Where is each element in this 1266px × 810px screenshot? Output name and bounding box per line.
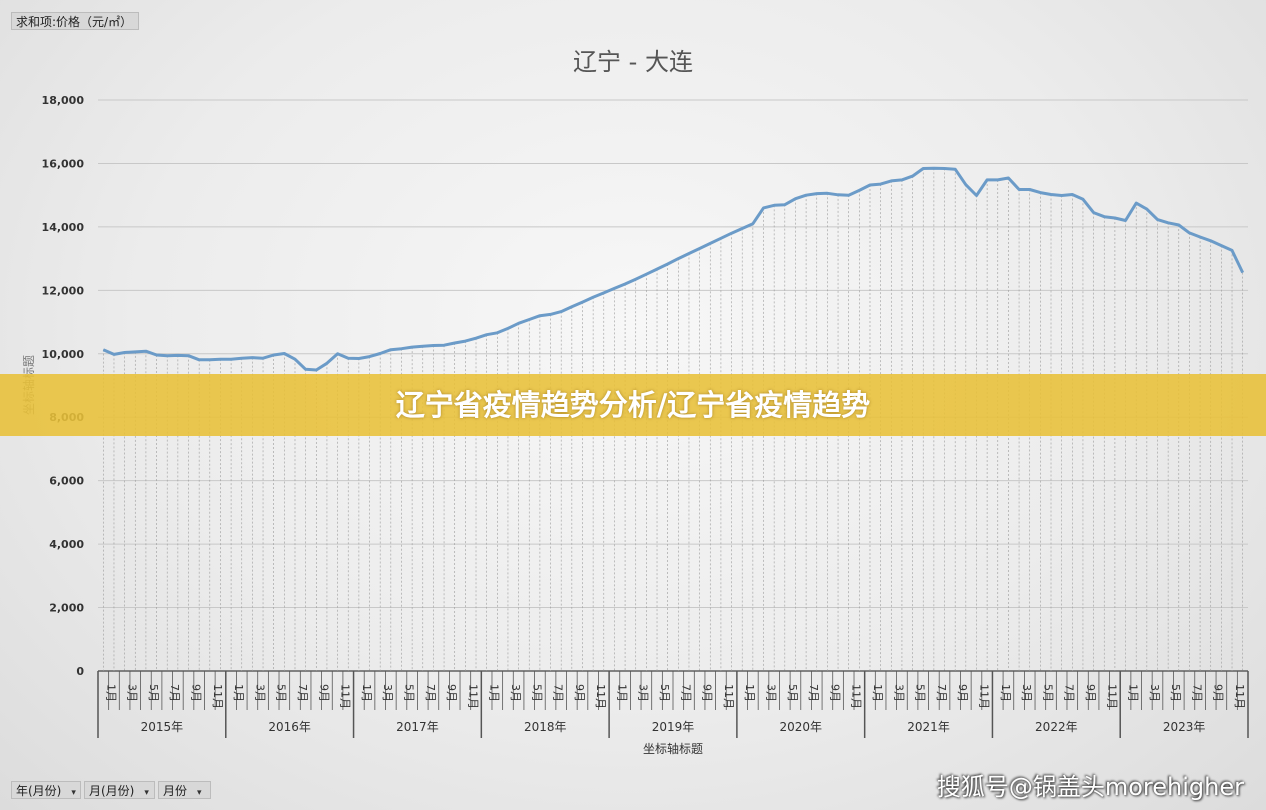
x-tick-label-month: 9月: [1212, 684, 1225, 702]
x-tick-label-month: 11月: [466, 684, 479, 709]
y-tick-label: 6,000: [49, 475, 84, 488]
x-tick-label-month: 7月: [1063, 684, 1076, 702]
x-tick-label-month: 5月: [914, 684, 927, 702]
x-tick-label-month: 1月: [615, 684, 628, 702]
x-tick-label-month: 3月: [765, 684, 778, 702]
x-tick-label-month: 3月: [1020, 684, 1033, 702]
x-tick-label-month: 5月: [530, 684, 543, 702]
watermark-text: 搜狐号@锅盖头morehigher: [936, 773, 1244, 801]
x-axis-title: 坐标轴标题: [643, 741, 703, 756]
pivot-row-field-year-label: 年(月份): [16, 784, 62, 798]
x-tick-label-month: 7月: [679, 684, 692, 702]
x-tick-label-month: 3月: [253, 684, 266, 702]
x-tick-label-year: 2021年: [907, 720, 950, 734]
x-tick-label-month: 3月: [509, 684, 522, 702]
y-tick-label: 18,000: [42, 94, 85, 107]
x-tick-label-month: 3月: [637, 684, 650, 702]
x-tick-label-year: 2017年: [396, 720, 439, 734]
dropdown-arrow-icon[interactable]: ▾: [144, 788, 149, 798]
x-tick-label-month: 1月: [488, 684, 501, 702]
headline-banner: [0, 374, 1266, 436]
x-tick-label-month: 11月: [977, 684, 990, 709]
x-tick-label-year: 2016年: [268, 720, 311, 734]
x-tick-label-month: 9月: [828, 684, 841, 702]
series-line-group: [102, 166, 1245, 372]
y-tick-label: 16,000: [42, 157, 85, 170]
x-tick-label-month: 9月: [317, 684, 330, 702]
x-tick-label-month: 7月: [807, 684, 820, 702]
pivot-row-field-day-label: 月份: [163, 784, 188, 798]
x-tick-label-month: 7月: [935, 684, 948, 702]
x-tick-label-year: 2023年: [1163, 720, 1206, 734]
x-tick-label-month: 1月: [104, 684, 117, 702]
x-tick-label-month: 11月: [339, 684, 352, 709]
pivot-row-field-month-label: 月(月份): [89, 784, 135, 798]
x-tick-label-month: 11月: [850, 684, 863, 709]
headline-text: 辽宁省疫情趋势分析/辽宁省疫情趋势: [395, 388, 871, 422]
pivot-row-field-month[interactable]: 月(月份) ▾: [84, 781, 155, 799]
x-tick-label-month: 1月: [1127, 684, 1140, 702]
x-tick-label-month: 1月: [232, 684, 245, 702]
x-tick-label-month: 5月: [1169, 684, 1182, 702]
x-tick-label-month: 11月: [1233, 684, 1246, 709]
y-tick-label: 4,000: [49, 538, 84, 551]
pivot-row-field-day[interactable]: 月份 ▾: [158, 781, 211, 799]
pivot-row-field-year[interactable]: 年(月份) ▾: [11, 781, 81, 799]
x-tick-label-month: 7月: [168, 684, 181, 702]
dropdown-arrow-icon[interactable]: ▾: [71, 788, 76, 798]
x-tick-label-month: 3月: [892, 684, 905, 702]
x-tick-label-month: 9月: [445, 684, 458, 702]
x-tick-label-month: 7月: [424, 684, 437, 702]
dropdown-arrow-icon[interactable]: ▾: [197, 788, 202, 798]
x-tick-label-year: 2020年: [780, 720, 823, 734]
x-tick-label-month: 9月: [701, 684, 714, 702]
x-tick-label-month: 1月: [743, 684, 756, 702]
pivot-value-field-button[interactable]: 求和项:价格（元/㎡）: [11, 12, 139, 30]
x-tick-label-month: 9月: [1084, 684, 1097, 702]
y-tick-label: 2,000: [49, 602, 84, 615]
x-tick-label-month: 9月: [190, 684, 203, 702]
series-line: [102, 166, 1245, 372]
x-tick-label-month: 1月: [999, 684, 1012, 702]
x-tick-label-month: 3月: [126, 684, 139, 702]
vertical-gridlines: [103, 168, 1243, 671]
y-tick-label: 10,000: [42, 348, 85, 361]
y-tick-label: 0: [76, 665, 84, 678]
x-tick-label-year: 2022年: [1035, 720, 1078, 734]
x-tick-label-year: 2015年: [141, 720, 184, 734]
x-tick-label-month: 11月: [594, 684, 607, 709]
pivot-value-field-label: 求和项:价格（元/㎡）: [16, 15, 133, 29]
x-tick-label-month: 11月: [1105, 684, 1118, 709]
x-tick-label-month: 7月: [552, 684, 565, 702]
x-tick-label-month: 5月: [786, 684, 799, 702]
x-tick-label-month: 7月: [1190, 684, 1203, 702]
x-tick-label-month: 5月: [402, 684, 415, 702]
x-tick-label-month: 1月: [871, 684, 884, 702]
x-tick-label-year: 2019年: [652, 720, 695, 734]
x-tick-label-month: 5月: [1041, 684, 1054, 702]
x-tick-label-month: 5月: [275, 684, 288, 702]
x-tick-label-month: 11月: [722, 684, 735, 709]
x-axis: 1月 3月 5月 7月 9月 11月 1月 3月 5月 7月 9月 11月 1月 3月 5月 7月 9月 11月 1…: [97, 671, 1249, 738]
x-tick-label-month: 3月: [381, 684, 394, 702]
x-tick-label-year: 2018年: [524, 720, 567, 734]
x-tick-label-month: 5月: [658, 684, 671, 702]
x-tick-label-month: 11月: [211, 684, 224, 709]
chart-title: 辽宁 - 大连: [573, 48, 693, 76]
y-axis-tick-labels: 02,0004,0006,0008,00010,00012,00014,0001…: [42, 94, 85, 678]
x-tick-label-month: 9月: [573, 684, 586, 702]
x-tick-label-month: 1月: [360, 684, 373, 702]
y-tick-label: 12,000: [42, 284, 85, 297]
x-tick-label-month: 9月: [956, 684, 969, 702]
x-tick-label-month: 7月: [296, 684, 309, 702]
x-tick-label-month: 3月: [1148, 684, 1161, 702]
y-tick-label: 14,000: [42, 221, 85, 234]
x-tick-label-month: 5月: [147, 684, 160, 702]
